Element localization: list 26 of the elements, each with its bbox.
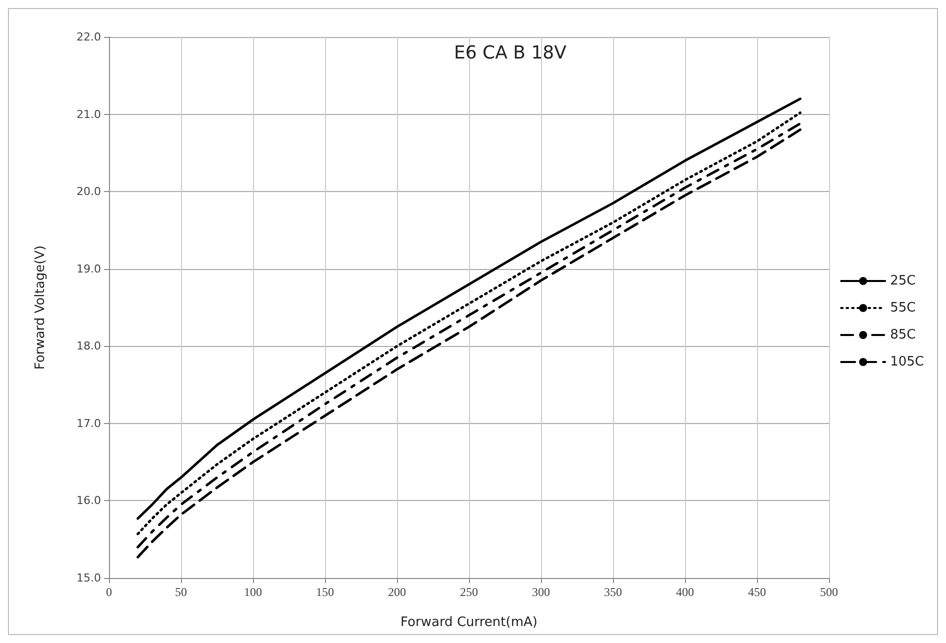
x-tick-label: 200 xyxy=(388,585,406,599)
x-tick-label: 250 xyxy=(460,585,478,599)
x-tick-label: 300 xyxy=(532,585,550,599)
x-tick-label: 50 xyxy=(175,585,187,599)
y-tick-label: 21.0 xyxy=(76,108,101,121)
y-tick-label: 16.0 xyxy=(76,494,101,508)
y-tick-label: 17.0 xyxy=(76,416,101,430)
y-tick-label: 15.0 xyxy=(76,572,101,584)
y-tick-label: 19.0 xyxy=(76,262,101,276)
legend-label: 55C xyxy=(890,300,916,316)
legend-label: 105C xyxy=(890,354,924,370)
legend-label: 25C xyxy=(890,274,916,288)
y-axis-title: Forward Voltage(V) xyxy=(33,245,48,370)
x-tick-label: 0 xyxy=(106,585,112,599)
y-tick-label: 18.0 xyxy=(76,340,101,353)
x-tick-label: 450 xyxy=(748,585,766,599)
legend-label: 85C xyxy=(890,328,916,342)
x-tick-label: 500 xyxy=(820,585,838,599)
y-tick-label: 22.0 xyxy=(76,30,101,44)
y-tick-label: 20.0 xyxy=(76,185,101,198)
x-axis-title: Forward Current(mA) xyxy=(400,615,538,630)
x-tick-label: 100 xyxy=(244,585,262,599)
x-tick-label: 150 xyxy=(316,585,334,599)
x-tick-label: 400 xyxy=(676,585,694,599)
x-tick-label: 350 xyxy=(604,585,622,599)
chart-title: E6 CA B 18V xyxy=(454,42,568,64)
